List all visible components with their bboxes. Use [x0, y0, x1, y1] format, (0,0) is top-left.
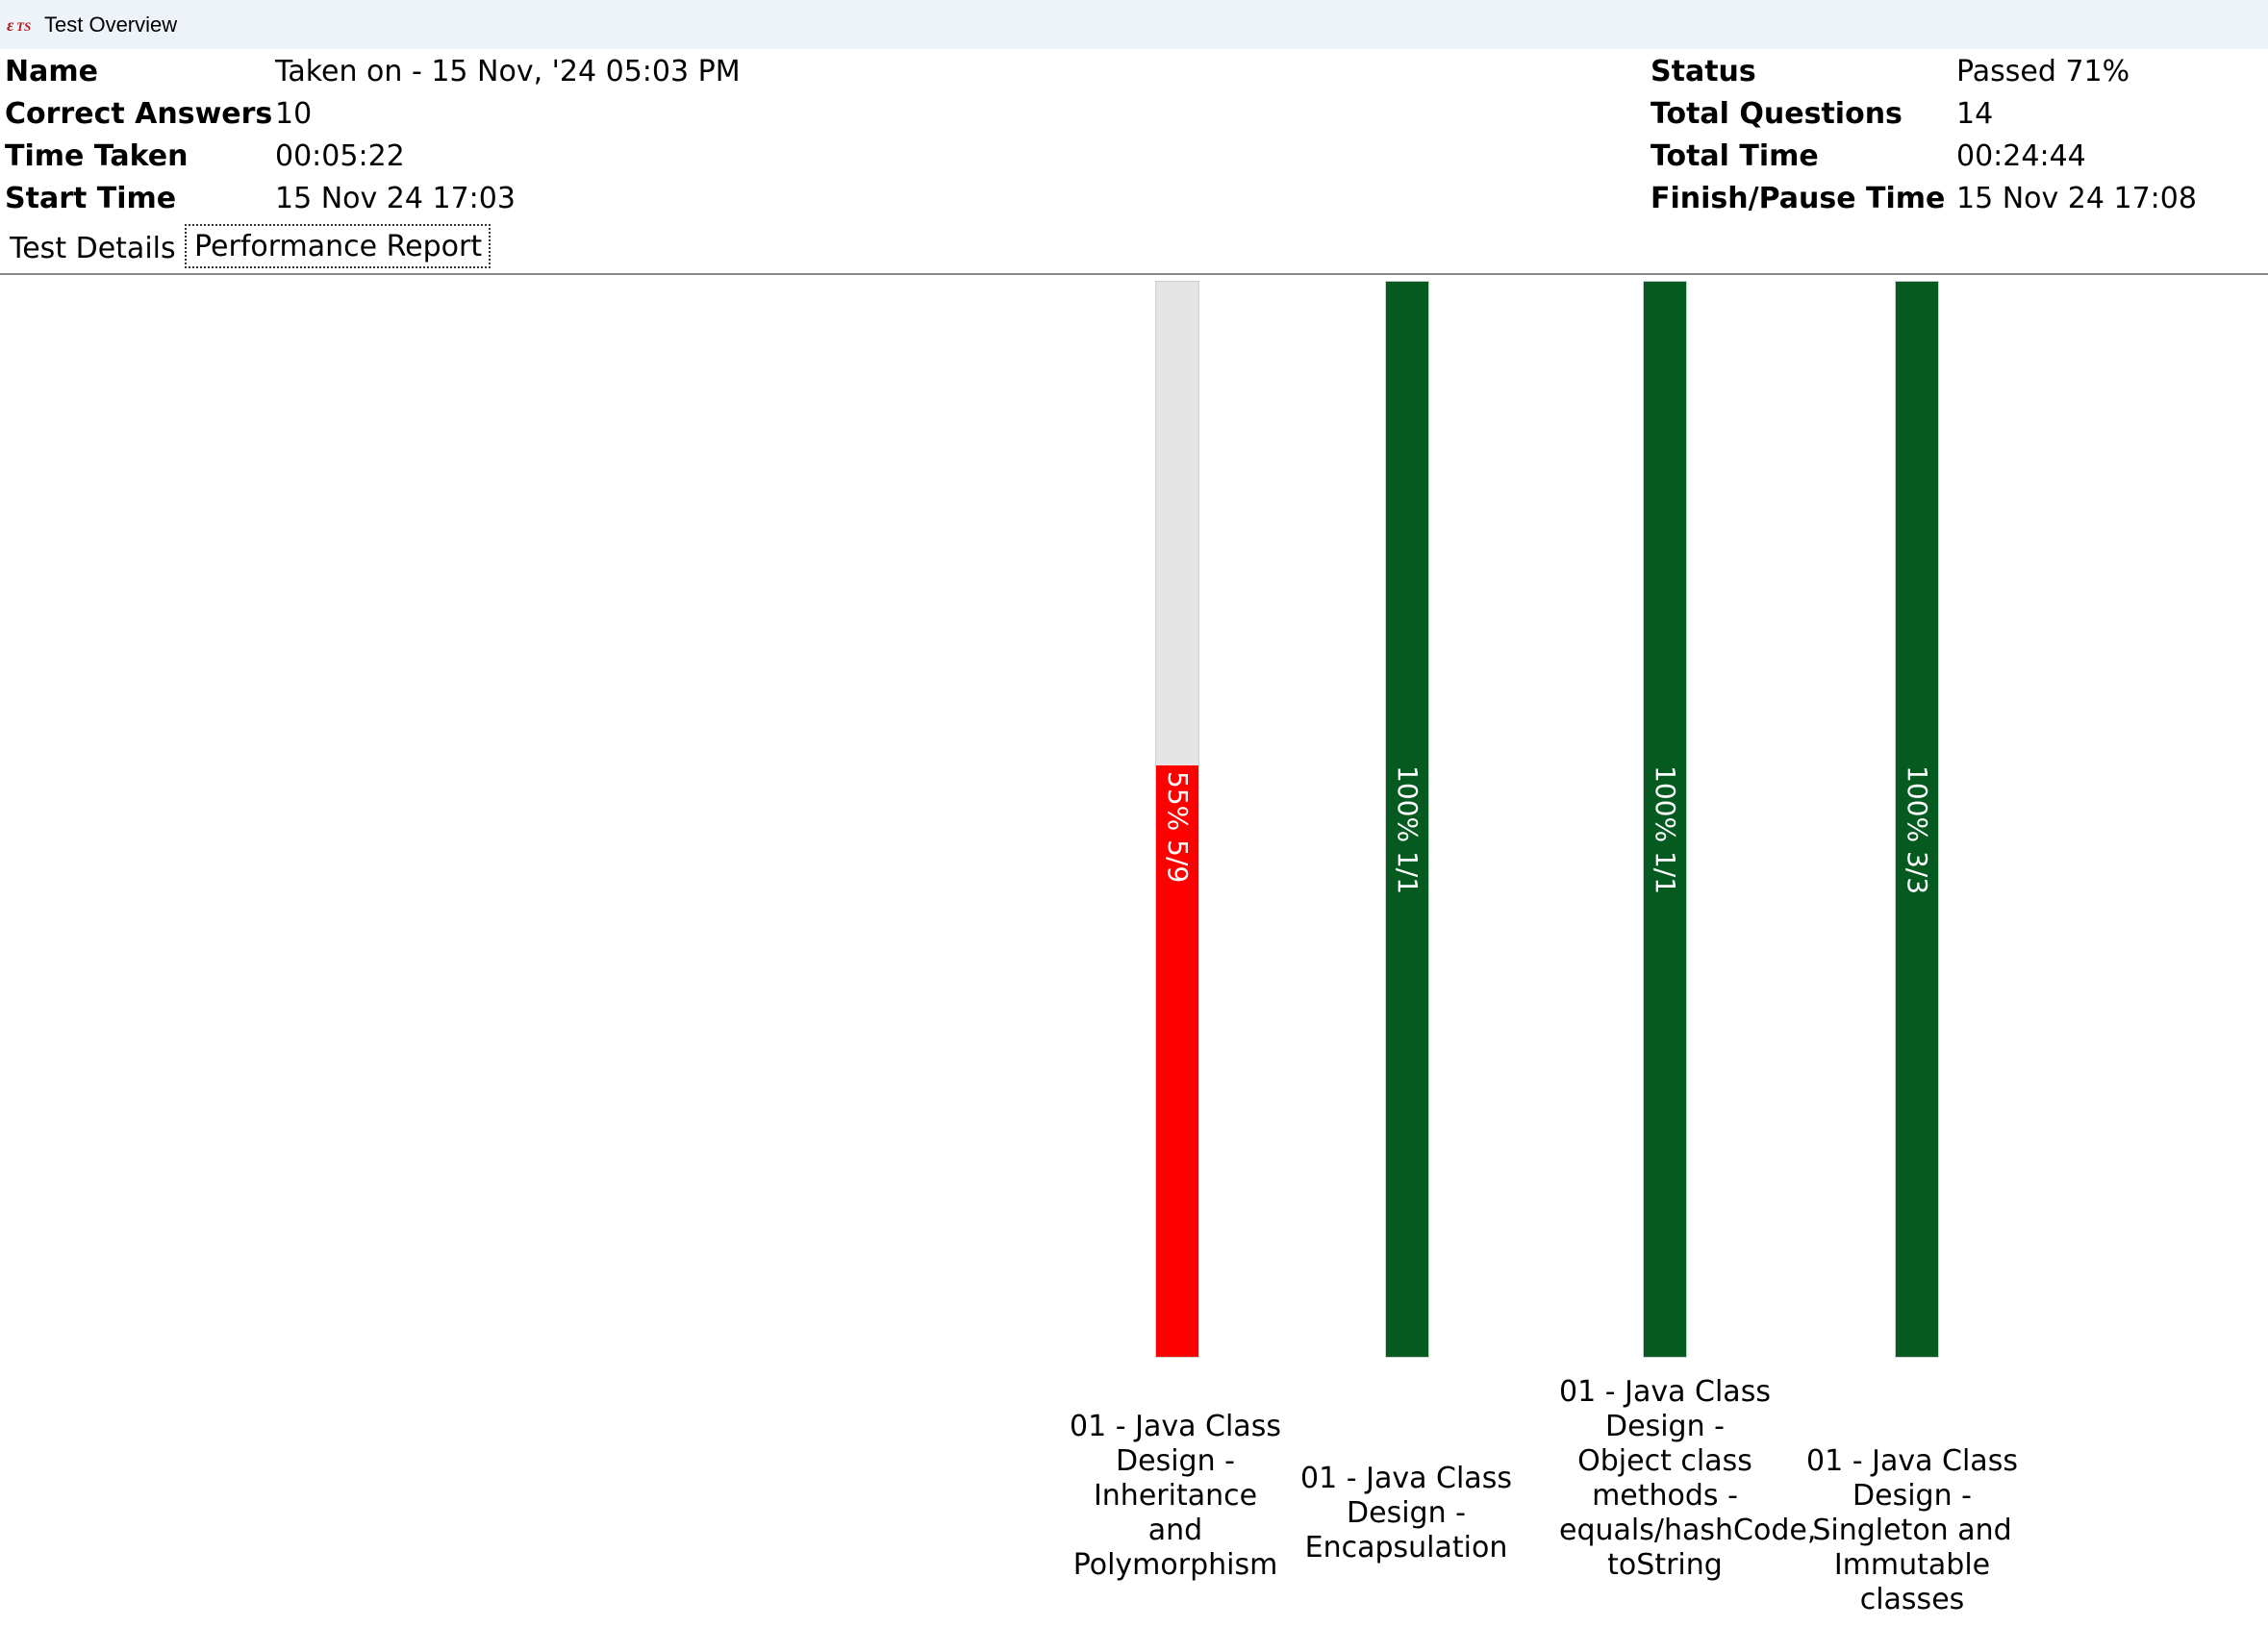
name-value: Taken on - 15 Nov, '24 05:03 PM	[275, 55, 741, 88]
bar-fill[interactable]	[1896, 282, 1938, 1357]
tab-bar: Test Details Performance Report	[0, 222, 2268, 276]
ets-logo-icon: ε TS	[6, 11, 38, 39]
performance-chart: 55% 5/9 01 - Java Class Design - Inherita…	[0, 275, 2268, 1627]
category-label: 01 - Java Class Design - Object class me…	[1559, 1375, 1817, 1582]
bar-fill[interactable]	[1386, 282, 1428, 1357]
correct-answers-value: 10	[275, 97, 313, 131]
test-summary: Name Taken on - 15 Nov, '24 05:03 PM Cor…	[0, 49, 2268, 222]
total-questions-value: 14	[1956, 97, 1994, 131]
finish-time-value: 15 Nov 24 17:08	[1956, 182, 2197, 215]
svg-text:TS: TS	[16, 19, 31, 34]
start-time-value: 15 Nov 24 17:03	[275, 182, 516, 215]
tab-divider	[0, 273, 2268, 275]
bar-track	[1385, 281, 1429, 1358]
finish-time-label: Finish/Pause Time	[1651, 182, 1946, 215]
bar-value-label: 100% 1/1	[1650, 765, 1681, 895]
correct-answers-label: Correct Answers	[5, 97, 273, 131]
bar-value-label: 55% 5/9	[1162, 771, 1194, 884]
bar-value-label: 100% 3/3	[1902, 765, 1933, 895]
bar-track	[1895, 281, 1939, 1358]
bar-track	[1643, 281, 1687, 1358]
bar-fill[interactable]	[1644, 282, 1686, 1357]
status-label: Status	[1651, 55, 1756, 88]
status-value: Passed 71%	[1956, 55, 2130, 88]
category-label: 01 - Java Class Design - Singleton and I…	[1806, 1444, 2018, 1616]
category-label: 01 - Java Class Design - Encapsulation	[1300, 1462, 1512, 1564]
svg-text:ε: ε	[7, 15, 14, 35]
window-title: Test Overview	[44, 12, 178, 37]
tab-performance-report[interactable]: Performance Report	[185, 224, 491, 268]
time-taken-label: Time Taken	[5, 139, 189, 173]
bar-fill[interactable]	[1156, 765, 1198, 1357]
total-questions-label: Total Questions	[1651, 97, 1903, 131]
start-time-label: Start Time	[5, 182, 177, 215]
tab-test-details[interactable]: Test Details	[10, 232, 176, 265]
total-time-label: Total Time	[1651, 139, 1819, 173]
bar-track	[1155, 281, 1199, 1358]
bar-value-label: 100% 1/1	[1392, 765, 1424, 895]
time-taken-value: 00:05:22	[275, 139, 405, 173]
name-label: Name	[5, 55, 98, 88]
total-time-value: 00:24:44	[1956, 139, 2086, 173]
title-bar: ε TS Test Overview	[0, 0, 2268, 49]
category-label: 01 - Java Class Design - Inheritance and…	[1070, 1410, 1281, 1582]
